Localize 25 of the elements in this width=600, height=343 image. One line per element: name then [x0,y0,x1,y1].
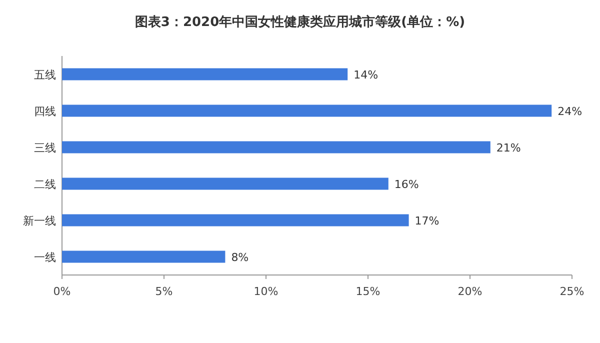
bar [62,178,388,190]
data-label: 24% [558,104,582,118]
data-label: 8% [231,250,249,264]
chart-title: 图表3：2020年中国女性健康类应用城市等级(单位：%) [134,14,466,30]
y-tick-label: 一线 [34,250,56,264]
data-label: 16% [394,178,419,191]
bar [62,250,226,263]
y-tick-label: 新一线 [23,214,56,228]
bar [62,68,348,80]
y-tick-label: 五线 [34,68,56,82]
data-label: 21% [496,141,521,154]
x-tick-label: 20% [458,285,482,298]
y-tick-label: 四线 [34,104,56,118]
y-tick-label: 三线 [34,141,56,154]
y-tick-label: 二线 [34,178,56,191]
bar [62,104,552,117]
bar [62,214,409,226]
x-tick-label: 10% [254,285,278,298]
data-label: 14% [354,68,378,82]
x-tick-label: 5% [155,285,173,298]
x-tick-label: 0% [53,285,71,298]
data-label: 17% [414,214,440,228]
x-tick-label: 15% [356,285,380,298]
bar [62,141,490,154]
x-tick-label: 25% [560,285,584,298]
